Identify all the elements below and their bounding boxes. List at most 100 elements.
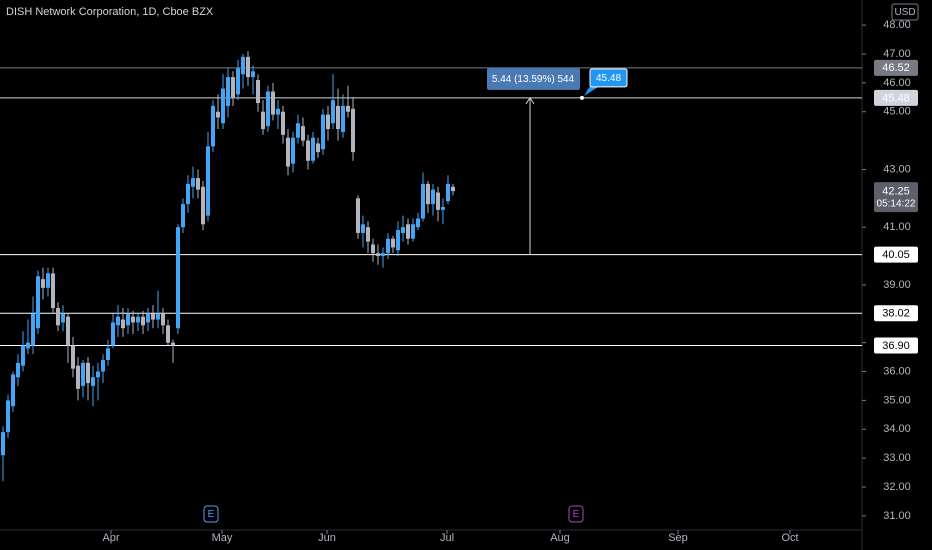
level-label: 46.52 [882, 62, 910, 74]
measure-box [487, 67, 580, 90]
candle-body [441, 206, 445, 210]
candle-body [216, 111, 220, 118]
candle-body [301, 126, 305, 141]
level-badge [874, 337, 918, 354]
candle-body [286, 137, 290, 167]
candle-body [71, 345, 75, 369]
candle-body [326, 114, 330, 130]
candle-body [121, 319, 125, 329]
candle-body [96, 371, 100, 378]
candle-body [56, 308, 60, 326]
candle-body [316, 143, 320, 153]
candle-body [446, 183, 450, 202]
candle-body [391, 238, 395, 248]
event-label: E [208, 509, 215, 520]
candle-body [401, 227, 405, 233]
y-tick-label: 35.00 [883, 394, 911, 406]
candle-body [161, 313, 165, 326]
candle-body [206, 146, 210, 216]
currency[interactable]: USD [894, 7, 915, 18]
candle-body [111, 322, 115, 346]
callout-point [580, 95, 584, 100]
y-tick-label: 43.00 [883, 163, 911, 175]
last-price: 42.25 [882, 186, 910, 198]
candle-body [11, 374, 15, 407]
candle-body [191, 178, 195, 187]
level-badge [874, 305, 918, 322]
candle-body [6, 400, 10, 433]
candle-body [66, 316, 70, 346]
y-tick-label: 39.00 [883, 279, 911, 291]
measure-arrow-head [525, 96, 535, 105]
y-tick-label: 46.00 [883, 77, 911, 89]
y-tick-label: 48.00 [883, 19, 911, 31]
candle-body [131, 316, 135, 323]
candle-body [181, 204, 185, 228]
candle-body [21, 345, 25, 366]
candle-body [341, 105, 345, 132]
candle-body [166, 325, 170, 343]
level-label: 36.90 [882, 340, 910, 352]
candle-body [141, 316, 145, 326]
candle-body [196, 178, 200, 190]
candle-body [171, 342, 175, 346]
candle-body [251, 71, 255, 78]
measure-label: 5.44 (13.59%) 544 [492, 74, 575, 85]
y-tick-label: 41.00 [883, 221, 911, 233]
candle-body [261, 111, 265, 130]
level-label: 38.02 [882, 308, 910, 320]
y-tick-label: 47.00 [883, 48, 911, 60]
candle-body [61, 313, 65, 323]
x-tick-label: May [212, 532, 233, 544]
level-label: 40.05 [882, 249, 910, 261]
candle-body [201, 186, 205, 225]
candle-body [331, 100, 335, 124]
x-tick-label: Sep [668, 532, 688, 544]
candle-body [91, 377, 95, 386]
candle-body [371, 244, 375, 254]
candle-body [451, 186, 455, 192]
level-label: 45.48 [882, 92, 910, 104]
last-price-badge [874, 182, 918, 213]
candle-body [256, 79, 260, 104]
candle-body [86, 362, 90, 384]
candle-body [431, 189, 435, 205]
candle-body [296, 123, 300, 138]
event-marker [203, 505, 219, 523]
candle-body [16, 362, 20, 378]
candle-body [276, 108, 280, 115]
candle-body [231, 77, 235, 98]
candle-body [226, 77, 230, 106]
callout-label: 45.48 [596, 73, 621, 84]
event-marker [568, 505, 584, 523]
candle-body [76, 365, 80, 389]
candle-body [436, 192, 440, 210]
candle-body [411, 224, 415, 239]
candle-body [46, 273, 50, 288]
candle-body [101, 359, 105, 372]
level-badge [874, 59, 918, 76]
candle-body [361, 224, 365, 233]
callout-tail [584, 85, 600, 96]
candle-body [321, 114, 325, 150]
candle-body [156, 313, 160, 320]
candle-body [221, 88, 225, 124]
candle-body [126, 313, 130, 326]
candle-body [416, 218, 420, 228]
candle-body [281, 111, 285, 135]
candle-body [306, 140, 310, 161]
candle-body [186, 183, 190, 205]
candle-body [291, 137, 295, 164]
candle-body [421, 183, 425, 219]
candle-body [81, 362, 85, 386]
x-tick-label: Apr [102, 532, 119, 544]
candle-body [376, 253, 380, 257]
candle-body [336, 105, 340, 130]
candle-body [36, 276, 40, 329]
candle-body [246, 56, 250, 78]
candle-body [346, 105, 350, 112]
x-tick-label: Jul [440, 532, 454, 544]
currency-box[interactable] [891, 3, 919, 21]
y-tick-label: 36.00 [883, 365, 911, 377]
